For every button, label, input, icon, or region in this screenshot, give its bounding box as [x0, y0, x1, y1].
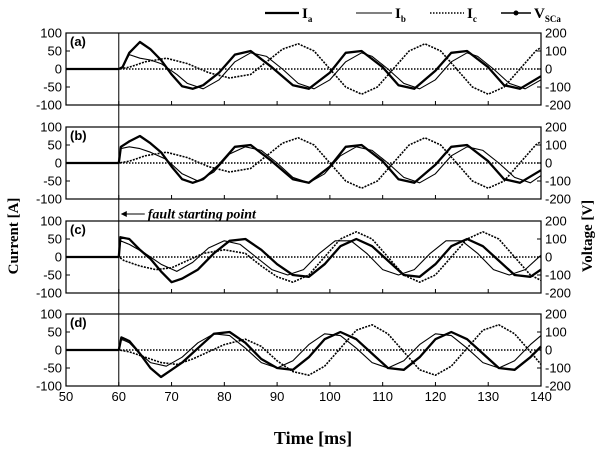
- y-tick-label-right: 200: [545, 214, 567, 229]
- x-axis-label: Time [ms]: [274, 428, 352, 448]
- fault-annotation: fault starting point: [120, 208, 257, 223]
- y-axis-label-left: Current [A]: [6, 198, 22, 275]
- panel-label: (d): [70, 315, 87, 330]
- series-Ia: [66, 330, 542, 379]
- y-tick-label-left: 50: [48, 325, 62, 340]
- y-tick-label-left: 50: [48, 232, 62, 247]
- series-Ib: [66, 333, 542, 369]
- series-Ia: [66, 236, 542, 284]
- x-tick-label: 110: [372, 389, 393, 404]
- legend-subscript: c: [473, 14, 477, 24]
- y-tick-label-left: -100: [36, 98, 62, 113]
- y-tick-label-right: 0: [545, 250, 552, 265]
- y-tick-label-right: 100: [545, 44, 567, 59]
- y-tick-label-left: -50: [43, 361, 62, 376]
- y-tick-label-left: -100: [36, 286, 62, 301]
- series-VSCa: [66, 43, 542, 95]
- series-VSCa: [66, 231, 542, 283]
- series-VSCa: [66, 137, 542, 189]
- legend-subscript: SCa: [545, 14, 562, 24]
- series-Ib: [66, 146, 542, 184]
- panel-d: -100 -50 0 50 100 -200 -100 0 100 200 (d): [36, 307, 571, 394]
- series-Ia: [66, 40, 542, 90]
- y-tick-label-left: 50: [48, 138, 62, 153]
- series-Ib: [66, 52, 542, 90]
- x-tick-label: 100: [319, 389, 341, 404]
- y-tick-label-left: -50: [43, 268, 62, 283]
- y-tick-label-right: 0: [545, 156, 552, 171]
- y-tick-label-right: -200: [545, 98, 571, 113]
- legend-label-Ia: Ia: [302, 6, 313, 24]
- y-tick-label-left: 100: [40, 307, 62, 322]
- y-tick-label-right: -100: [545, 268, 571, 283]
- legend-label-VSCa: VSCa: [534, 6, 561, 24]
- series-Ia: [66, 134, 542, 184]
- panel-label: (c): [70, 222, 86, 237]
- y-tick-label-left: 100: [40, 120, 62, 135]
- x-tick-label: 70: [164, 389, 178, 404]
- y-tick-label-right: -100: [545, 361, 571, 376]
- y-tick-label-right: -200: [545, 192, 571, 207]
- legend-label-Ic: Ic: [467, 6, 477, 24]
- legend-label-Ib: Ib: [395, 6, 406, 24]
- y-tick-label-left: -100: [36, 379, 62, 394]
- y-tick-label-left: 50: [48, 44, 62, 59]
- x-tick-label: 50: [59, 389, 73, 404]
- y-tick-label-left: -100: [36, 192, 62, 207]
- y-tick-label-right: 100: [545, 138, 567, 153]
- y-tick-label-left: 0: [55, 343, 62, 358]
- legend-subscript: b: [401, 14, 406, 24]
- y-tick-label-left: 100: [40, 26, 62, 41]
- y-tick-label-right: 200: [545, 307, 567, 322]
- panel-a: -100 -50 0 50 100 -200 -100 0 100 200 (a): [36, 26, 571, 113]
- y-tick-label-right: -200: [545, 286, 571, 301]
- x-tick-label: 90: [270, 389, 284, 404]
- y-tick-label-right: 0: [545, 343, 552, 358]
- panel-label: (b): [70, 128, 87, 143]
- series-VSCa: [66, 324, 542, 376]
- y-tick-label-left: 0: [55, 156, 62, 171]
- panel-label: (a): [70, 34, 86, 49]
- y-tick-label-left: 0: [55, 62, 62, 77]
- legend-subscript: a: [308, 14, 313, 24]
- panel-c: -100 -50 0 50 100 -200 -100 0 100 200 (c): [36, 214, 571, 301]
- y-tick-label-right: 100: [545, 232, 567, 247]
- x-tick-label: 60: [112, 389, 126, 404]
- y-tick-label-right: -200: [545, 379, 571, 394]
- y-tick-label-right: 0: [545, 62, 552, 77]
- legend: Ia Ib Ic VSCa: [265, 6, 561, 24]
- x-tick-label: 130: [477, 389, 499, 404]
- y-tick-label-right: 200: [545, 26, 567, 41]
- y-tick-label-left: 0: [55, 250, 62, 265]
- x-tick-label: 80: [217, 389, 231, 404]
- legend-marker: [513, 10, 519, 16]
- y-tick-label-right: -100: [545, 80, 571, 95]
- y-tick-label-right: 200: [545, 120, 567, 135]
- annotation-text: fault starting point: [148, 208, 257, 223]
- y-tick-label-left: -50: [43, 174, 62, 189]
- panels: -100 -50 0 50 100 -200 -100 0 100 200 (a) -100 -50 0 5…: [36, 26, 571, 405]
- x-tick-label: 140: [530, 389, 552, 404]
- panel-b: -100 -50 0 50 100 -200 -100 0 100 200 (b): [36, 120, 571, 207]
- y-tick-label-left: 100: [40, 214, 62, 229]
- x-tick-labels: 50 60 70 80 90 100 110 120 130 140: [59, 389, 552, 404]
- annotation-arrowhead: [120, 211, 127, 217]
- x-tick-label: 120: [425, 389, 447, 404]
- y-tick-label-right: 100: [545, 325, 567, 340]
- y-tick-label-right: -100: [545, 174, 571, 189]
- y-tick-label-left: -50: [43, 80, 62, 95]
- y-axis-label-right: Voltage [V]: [580, 200, 596, 272]
